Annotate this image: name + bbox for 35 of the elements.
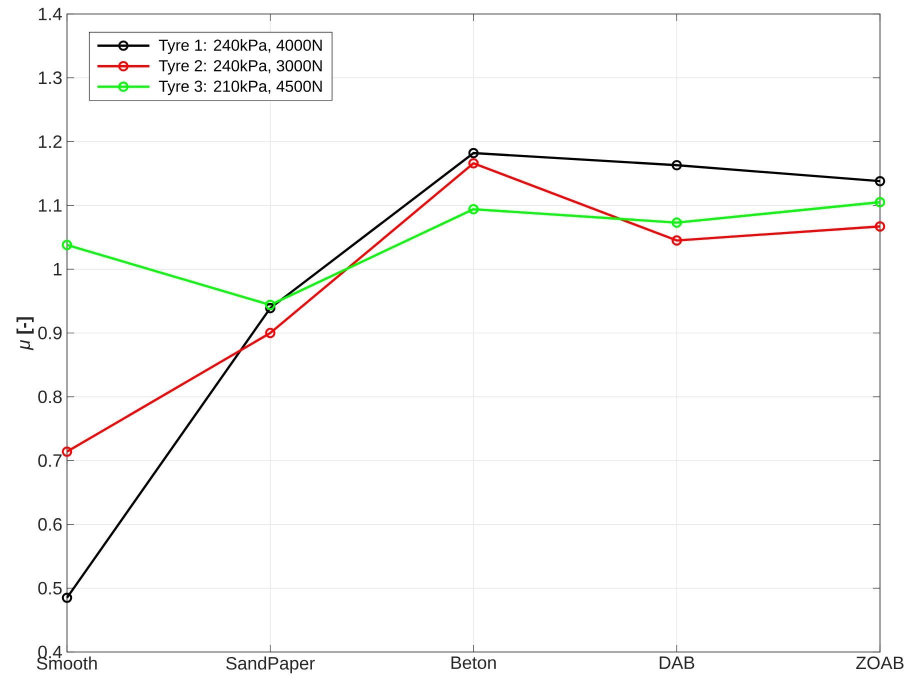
point [468, 158, 479, 168]
legend-label: Tyre 3: 210kPa, 4500N [158, 80, 322, 96]
legend-label: Tyre 2: 240kPa, 3000N [158, 60, 322, 75]
x-tick-label: Smooth [36, 656, 97, 670]
point [265, 302, 276, 314]
x-tick-label: ZOAB [856, 656, 904, 670]
y-tick-label: 1 [54, 263, 62, 276]
point [672, 217, 682, 228]
point [874, 197, 886, 208]
y-tick-label: 0.8 [38, 390, 62, 404]
point [468, 148, 479, 158]
point [62, 592, 72, 603]
point [874, 221, 886, 232]
legend-label: Tyre 1: 240kPa, 4000N [158, 39, 322, 54]
point [672, 235, 682, 246]
x-tick-label: Beton [452, 656, 496, 670]
y-tick-label: 1.3 [38, 71, 62, 84]
point [265, 300, 276, 310]
y-tick-label: 0.9 [38, 326, 62, 340]
point [62, 240, 72, 250]
y-tick-label: 1.2 [38, 135, 62, 148]
y-tick-label: 0.6 [38, 518, 62, 531]
point [62, 446, 72, 457]
point [468, 204, 479, 214]
y-tick-label: 0.4 [38, 646, 62, 658]
point [265, 328, 276, 338]
y-tick-label: 0.5 [38, 582, 62, 595]
y-tick-label: 1.1 [38, 199, 62, 212]
y-tick-label: 1.4 [38, 8, 62, 20]
x-tick-label: DAB [660, 656, 694, 669]
x-tick-label: SandPaper [226, 656, 315, 674]
point [874, 176, 886, 186]
y-axis-title: μ [-] [16, 317, 34, 350]
y-tick-label: 0.7 [38, 454, 62, 467]
point [672, 160, 682, 170]
